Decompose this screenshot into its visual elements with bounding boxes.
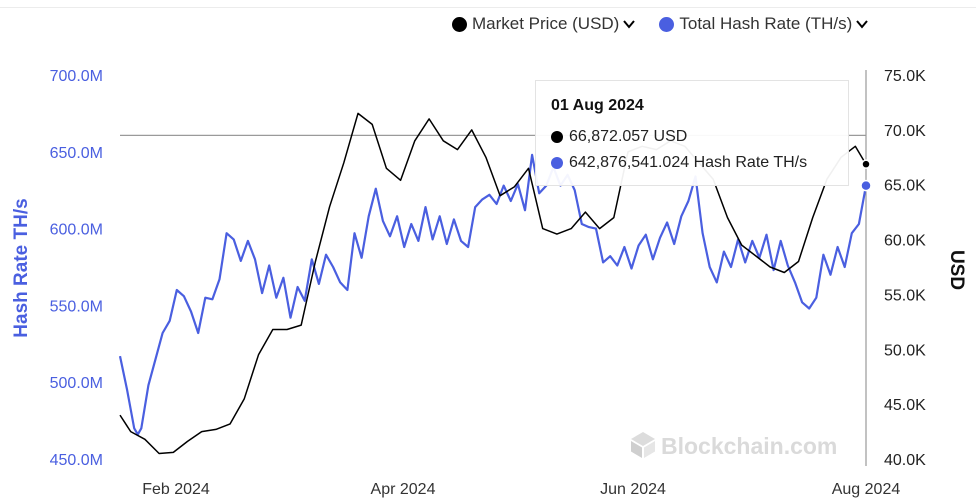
chart-legend: Market Price (USD) Total Hash Rate (TH/s… xyxy=(452,14,870,34)
left-axis-title: Hash Rate TH/s xyxy=(11,198,32,337)
blockchain-watermark: Blockchain.com xyxy=(631,432,837,459)
left-axis-ticks: 450.0M 500.0M 550.0M 600.0M 650.0M 700.0M xyxy=(50,68,103,469)
tooltip-price-value: 66,872.057 USD xyxy=(569,128,688,145)
market-price-hover-marker xyxy=(861,159,871,169)
right-axis-ticks: 40.0K 45.0K 50.0K 55.0K 60.0K 65.0K 70.0K 75.0K xyxy=(884,68,926,469)
hash-rate-hover-marker xyxy=(860,179,872,192)
right-tick-label: 70.0K xyxy=(884,123,926,140)
tooltip-date: 01 Aug 2024 xyxy=(551,97,644,114)
legend-item-hash-rate[interactable]: Total Hash Rate (TH/s) xyxy=(659,14,870,34)
tooltip-hash-value: 642,876,541.024 Hash Rate TH/s xyxy=(569,154,808,171)
right-tick-label: 45.0K xyxy=(884,397,926,414)
left-tick-label: 650.0M xyxy=(50,145,103,162)
x-tick-label: Apr 2024 xyxy=(371,481,436,498)
chevron-down-icon xyxy=(623,20,636,29)
left-tick-label: 700.0M xyxy=(50,68,103,85)
right-axis-title: USD xyxy=(946,250,967,290)
legend-label-market-price: Market Price (USD) xyxy=(472,14,620,33)
legend-label-hash-rate: Total Hash Rate (TH/s) xyxy=(679,14,853,33)
x-tick-label: Feb 2024 xyxy=(142,481,210,498)
hash-rate-series-line xyxy=(118,153,868,436)
tooltip-hash-row: 642,876,541.024 Hash Rate TH/s xyxy=(551,154,807,172)
watermark-text: Blockchain.com xyxy=(661,433,837,459)
left-tick-label: 550.0M xyxy=(50,298,103,315)
tooltip-price-dot-icon xyxy=(551,131,563,143)
right-tick-label: 55.0K xyxy=(884,287,926,304)
left-tick-label: 450.0M xyxy=(50,452,103,469)
x-axis-ticks: Feb 2024 Apr 2024 Jun 2024 Aug 2024 xyxy=(142,481,900,498)
tooltip: 01 Aug 2024 66,872.057 USD 642,876,541.0… xyxy=(535,80,849,186)
right-tick-label: 60.0K xyxy=(884,233,926,250)
right-tick-label: 65.0K xyxy=(884,178,926,195)
x-tick-label: Jun 2024 xyxy=(600,481,666,498)
hash-rate-dot-icon xyxy=(659,16,675,32)
right-tick-label: 50.0K xyxy=(884,342,926,359)
market-price-series-line xyxy=(119,112,867,455)
left-tick-label: 600.0M xyxy=(50,222,103,239)
tooltip-price-row: 66,872.057 USD xyxy=(551,128,687,146)
legend-item-market-price[interactable]: Market Price (USD) xyxy=(452,14,637,34)
right-tick-label: 40.0K xyxy=(884,452,926,469)
right-tick-label: 75.0K xyxy=(884,68,926,85)
left-tick-label: 500.0M xyxy=(50,375,103,392)
hover-markers xyxy=(860,159,872,192)
blockchain-logo-icon xyxy=(631,432,655,458)
market-price-dot-icon xyxy=(452,16,467,32)
tooltip-hash-dot-icon xyxy=(551,157,563,169)
chevron-down-icon xyxy=(856,20,869,29)
top-divider xyxy=(0,7,976,8)
series-layer xyxy=(118,112,868,455)
x-tick-label: Aug 2024 xyxy=(832,481,901,498)
